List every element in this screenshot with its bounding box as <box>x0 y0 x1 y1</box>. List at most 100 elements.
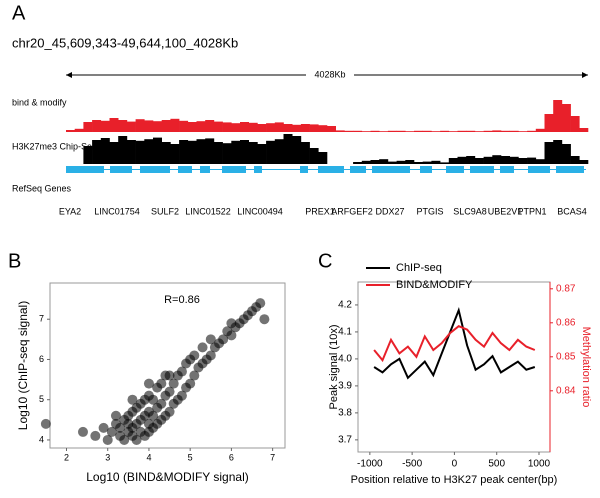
signal-bar <box>570 156 580 164</box>
y-tick-label: 3.7 <box>338 434 352 445</box>
gene-label: UBE2V1 <box>488 206 523 216</box>
gene-label: LINC00494 <box>237 206 283 216</box>
signal-bar <box>248 122 258 132</box>
gene-label: SULF2 <box>151 206 179 216</box>
signal-bar <box>474 158 484 164</box>
signal-bar <box>179 120 189 132</box>
panel-label: A <box>12 2 26 24</box>
signal-bar <box>492 130 502 132</box>
signal-bar <box>396 160 406 164</box>
point <box>164 406 175 417</box>
signal-bar <box>126 140 136 164</box>
signal-bar <box>553 100 563 132</box>
x-tick-label: 3 <box>105 452 110 462</box>
point <box>259 314 270 325</box>
y2-axis-label: Methylation ratio <box>580 327 592 408</box>
signal-bar <box>518 158 528 164</box>
point <box>226 330 237 341</box>
y-tick-label: 4.0 <box>338 354 352 365</box>
signal-bar <box>83 146 93 164</box>
point <box>40 418 51 429</box>
signal-bar <box>135 140 145 164</box>
signal-bar <box>257 144 267 164</box>
signal-bar <box>353 162 363 164</box>
signal-bar <box>440 162 450 164</box>
gene-label: LINC01522 <box>185 206 231 216</box>
signal-bar <box>466 130 476 132</box>
signal-bar <box>309 124 319 132</box>
signal-bar <box>387 130 397 132</box>
gene-label: EYA2 <box>59 206 81 216</box>
signal-bar <box>318 152 328 164</box>
track-label: RefSeq Genes <box>12 183 72 193</box>
y-tick-label: 4 <box>39 434 44 444</box>
gene-label: PTPN1 <box>517 206 546 216</box>
signal-bar <box>431 160 441 164</box>
signal-bar <box>509 130 519 132</box>
signal-bar <box>213 121 223 132</box>
signal-bar <box>344 130 354 132</box>
signal-bar <box>187 122 197 132</box>
track-label: H3K27me3 Chip-Seq <box>12 141 97 151</box>
signal-bar <box>544 114 554 132</box>
y-tick-label: 5 <box>39 394 44 404</box>
signal-bar <box>361 131 371 132</box>
gene-label: PTGIS <box>416 206 443 216</box>
x-tick-label: 0 <box>452 459 458 470</box>
signal-bar <box>100 138 110 164</box>
point <box>106 426 117 437</box>
legend-label: BIND&MODIFY <box>396 279 473 291</box>
signal-bar <box>196 139 206 164</box>
x-tick-label: 5 <box>188 452 193 462</box>
signal-bar <box>405 131 415 132</box>
signal-bar <box>579 160 589 164</box>
signal-bar <box>266 140 276 164</box>
signal-bar <box>274 122 284 132</box>
legend-label: ChIP-seq <box>396 262 442 274</box>
signal-bar <box>535 128 545 132</box>
point <box>148 410 159 421</box>
signal-bar <box>379 159 389 164</box>
signal-bar <box>448 158 458 164</box>
signal-bar <box>170 118 180 132</box>
signal-bar <box>153 137 162 164</box>
point <box>102 434 113 445</box>
plot-frame <box>49 282 286 449</box>
point <box>255 298 266 309</box>
signal-bar <box>205 120 215 132</box>
y-tick-label: 6 <box>39 354 44 364</box>
signal-bar <box>109 118 119 132</box>
point <box>185 378 196 389</box>
signal-bar <box>570 116 580 132</box>
signal-bar <box>92 120 102 132</box>
signal-bar <box>431 131 441 132</box>
signal-bar <box>257 124 267 132</box>
point <box>156 378 167 389</box>
signal-bar <box>553 140 563 164</box>
signal-bar <box>527 157 537 164</box>
signal-bar <box>118 120 128 132</box>
signal-bar <box>118 136 128 164</box>
gene-models <box>66 166 586 173</box>
x-tick-label: -500 <box>402 459 422 470</box>
signal-bar <box>83 122 93 132</box>
signal-bar <box>440 130 450 132</box>
point <box>205 334 216 345</box>
region-title: chr20_45,609,343-49,644,100_4028Kb <box>12 35 238 50</box>
signal-bar <box>300 124 310 132</box>
signal-bar <box>501 130 510 132</box>
gene-label: DDX27 <box>375 206 404 216</box>
x-axis-label: Position relative to H3K27 peak center(b… <box>351 474 558 486</box>
signal-bar <box>422 161 432 164</box>
gene-label: LINC01754 <box>94 206 140 216</box>
signal-bar <box>240 140 249 164</box>
signal-bar <box>370 130 380 132</box>
point <box>197 342 208 353</box>
signal-bar <box>414 130 423 132</box>
x-axis-label: Log10 (BIND&MODIFY signal) <box>86 470 249 484</box>
signal-bar <box>379 131 389 132</box>
y-tick-label: 4.2 <box>338 300 352 311</box>
signal-bar <box>457 156 467 164</box>
x-tick-label: 7 <box>270 452 275 462</box>
series-line <box>373 325 536 363</box>
